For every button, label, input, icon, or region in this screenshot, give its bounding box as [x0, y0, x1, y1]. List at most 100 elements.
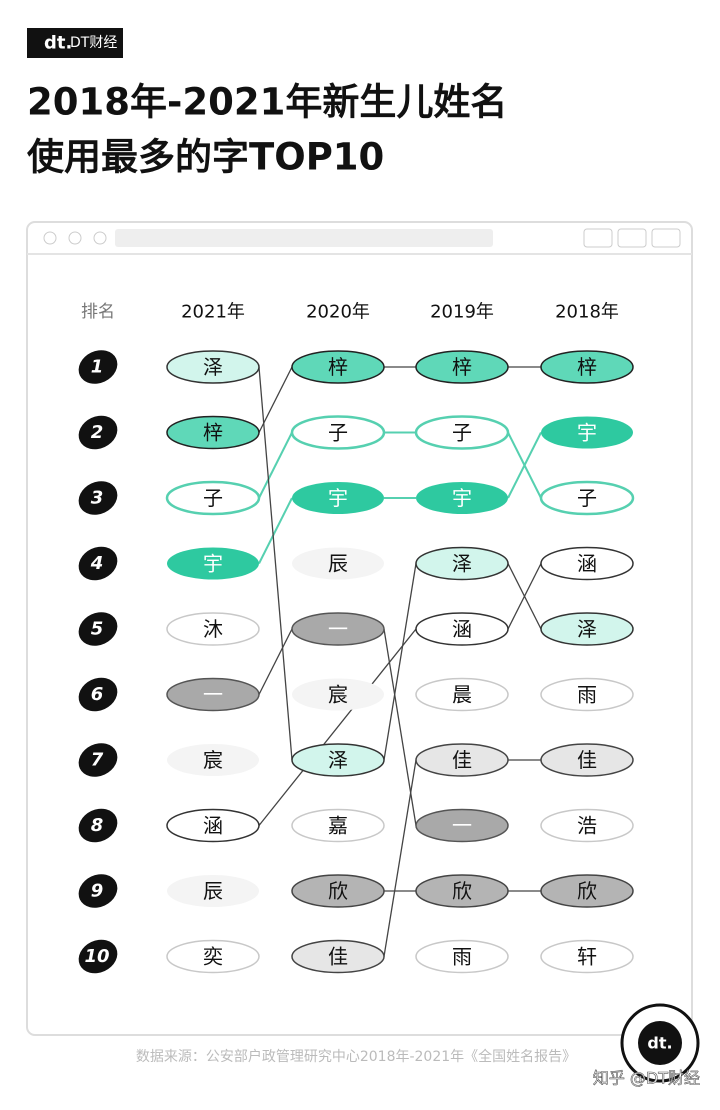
- name-oval: [291, 874, 385, 908]
- name-char: 梓: [452, 355, 472, 379]
- rank-link: [383, 563, 417, 761]
- name-char: 子: [452, 421, 472, 445]
- name-oval: [292, 482, 384, 514]
- name-oval: [166, 939, 260, 974]
- name-char: 欣: [452, 879, 472, 903]
- rank-badge: [78, 415, 118, 450]
- rank-label: 5: [91, 619, 104, 640]
- window-button: [68, 231, 82, 245]
- name-oval: [291, 350, 385, 384]
- year-header: 2020年: [306, 302, 370, 323]
- window-button: [583, 228, 613, 248]
- name-oval: [291, 743, 385, 777]
- name-char: 宇: [452, 486, 472, 510]
- rank-label: 2: [91, 422, 104, 443]
- name-char: 泽: [452, 552, 472, 576]
- name-oval: [415, 743, 509, 777]
- rank-badge: [78, 808, 118, 843]
- name-oval: [292, 678, 384, 711]
- address-bar: [115, 229, 493, 247]
- name-char: 子: [577, 486, 597, 510]
- name-oval: [540, 874, 634, 908]
- brand-name: DT财经: [70, 35, 117, 51]
- title-line: 2018年-2021年新生儿姓名: [27, 81, 507, 124]
- name-oval: [415, 677, 509, 712]
- cells: 123456789102021年泽梓子宇沐一宸涵辰奕2020年梓子宇辰一宸泽嘉欣…: [78, 302, 635, 974]
- name-oval: [415, 874, 509, 908]
- name-char: 宸: [203, 748, 223, 772]
- brand-box: [27, 28, 123, 58]
- name-char: 梓: [577, 355, 597, 379]
- rank-badge: [78, 743, 118, 777]
- rank-badge: [78, 546, 118, 581]
- window-button: [617, 228, 647, 248]
- name-oval: [290, 415, 386, 450]
- rank-label: 3: [91, 488, 104, 509]
- name-char: 雨: [577, 683, 597, 707]
- name-char: 欣: [577, 879, 597, 903]
- name-char: 梓: [203, 421, 223, 445]
- links: [258, 366, 542, 957]
- rank-link: [258, 628, 293, 695]
- name-oval: [540, 677, 634, 712]
- name-oval: [540, 612, 634, 646]
- name-char: 梓: [328, 355, 348, 379]
- name-char: 泽: [203, 355, 223, 379]
- name-char: 泽: [328, 748, 348, 772]
- rank-label: 9: [91, 881, 104, 902]
- year-header: 2019年: [430, 302, 494, 323]
- name-oval: [291, 612, 385, 646]
- brand-mark: dt.: [44, 33, 72, 54]
- name-oval: [415, 612, 509, 646]
- rank-link: [258, 497, 293, 564]
- name-oval: [292, 547, 384, 580]
- rank-label: 8: [91, 815, 104, 836]
- name-char: 辰: [328, 552, 348, 576]
- name-char: 泽: [577, 617, 597, 641]
- window-button: [43, 231, 57, 245]
- name-oval: [540, 350, 634, 384]
- name-oval: [540, 808, 634, 843]
- name-char: 宇: [203, 552, 223, 576]
- year-header: 2021年: [181, 302, 245, 323]
- name-oval: [540, 546, 634, 581]
- rank-label: 4: [90, 553, 104, 574]
- name-oval: [540, 939, 634, 974]
- rank-link: [507, 432, 542, 499]
- rank-badge: [78, 677, 118, 712]
- name-char: 佳: [452, 748, 472, 772]
- rank-label: 10: [84, 946, 109, 967]
- rank-badge: [78, 874, 118, 908]
- rank-badge: [78, 481, 118, 515]
- name-oval: [539, 480, 635, 516]
- year-header: 2018年: [555, 302, 619, 323]
- name-char: 佳: [577, 748, 597, 772]
- watermark: 知乎 @DT财经: [593, 1069, 700, 1088]
- name-oval: [415, 939, 509, 974]
- name-char: 子: [203, 486, 223, 510]
- name-char: 沐: [203, 617, 223, 641]
- name-char: 佳: [328, 945, 348, 969]
- name-char: 雨: [452, 945, 472, 969]
- name-char: 奕: [203, 945, 223, 969]
- name-char: 子: [328, 421, 348, 445]
- name-oval: [167, 547, 259, 580]
- name-oval: [167, 744, 259, 776]
- name-oval: [165, 480, 261, 516]
- name-char: 欣: [328, 879, 348, 903]
- rank-link: [258, 366, 293, 433]
- name-char: 宇: [577, 421, 597, 445]
- name-oval: [416, 482, 508, 514]
- rank-link: [258, 432, 293, 499]
- name-oval: [415, 546, 509, 581]
- name-oval: [166, 350, 260, 384]
- name-char: 轩: [577, 945, 597, 969]
- name-oval: [415, 808, 509, 843]
- window-button: [651, 228, 681, 248]
- name-char: 晨: [452, 683, 472, 707]
- rank-label: 6: [91, 684, 104, 705]
- rank-link: [507, 563, 542, 630]
- rank-link: [383, 628, 417, 826]
- name-oval: [166, 808, 260, 843]
